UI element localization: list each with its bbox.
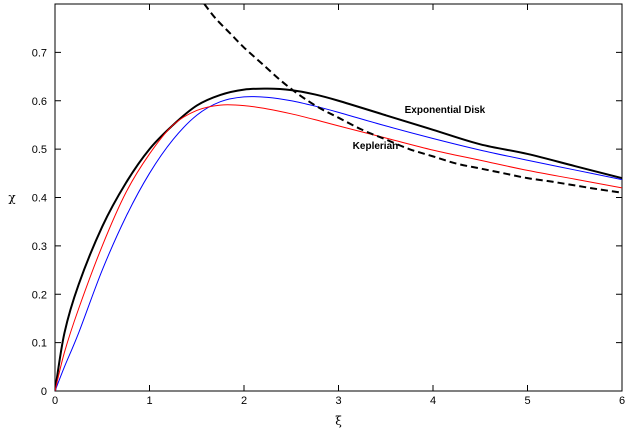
series-layer [55, 4, 622, 391]
annotation-exponential-disk: Exponential Disk [405, 105, 486, 116]
y-axis-label: χ [8, 191, 16, 205]
y-tick-label: 0.6 [32, 96, 47, 108]
plot-border [54, 3, 623, 392]
x-tick-label: 5 [524, 395, 530, 407]
y-tick-label: 0.1 [32, 338, 47, 350]
x-tick-label: 6 [619, 395, 625, 407]
tick-marks [54, 4, 623, 392]
x-tick-label: 3 [335, 395, 341, 407]
y-tick-label: 0.3 [32, 241, 47, 253]
x-tick-label: 0 [52, 395, 58, 407]
series-line-red [55, 104, 622, 391]
y-tick-label: 0.4 [32, 193, 47, 205]
tick-labels: 0 1 2 3 4 5 6 0 0.1 0.2 0.3 0.4 0.5 0.6 0.7 [32, 47, 625, 407]
y-tick-label: 0 [41, 386, 47, 398]
annotation-keplerian: Keplerian [353, 141, 399, 152]
series-line-exponential-disk [55, 87, 622, 391]
y-tick-label: 0.2 [32, 289, 47, 301]
x-tick-label: 4 [430, 395, 436, 407]
y-tick-label: 0.5 [32, 144, 47, 156]
series-line-blue [55, 96, 622, 391]
x-tick-label: 2 [241, 395, 247, 407]
x-axis-label: ξ [335, 414, 342, 428]
plot-frame [54, 3, 623, 392]
x-tick-label: 1 [146, 395, 152, 407]
series-line-keplerian-dashed [203, 4, 622, 194]
y-tick-label: 0.7 [32, 47, 47, 59]
